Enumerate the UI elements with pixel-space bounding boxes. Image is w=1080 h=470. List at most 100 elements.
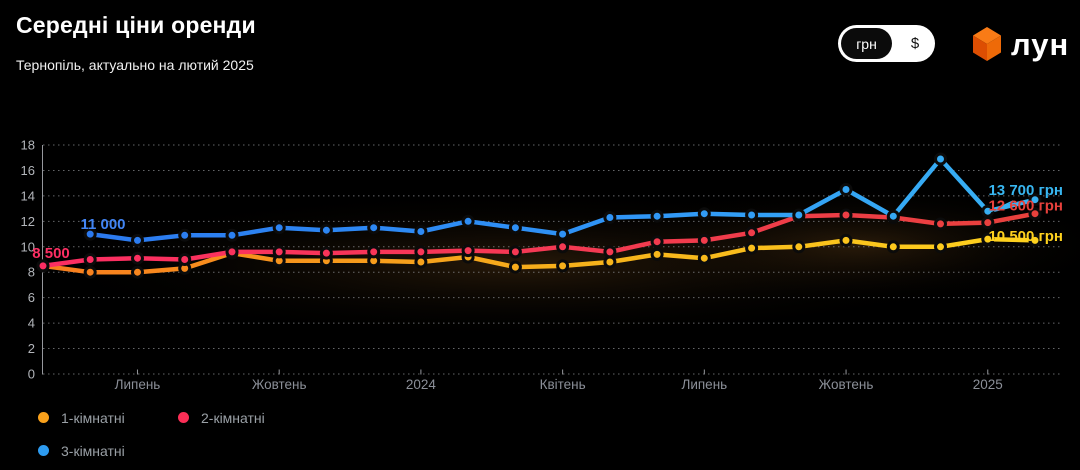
data-point-series1-11[interactable] [556,259,570,273]
y-axis-tick-label: 14 [21,188,35,203]
y-axis-tick-label: 2 [28,341,35,356]
annotation-first-blue: 11 000 [80,216,125,233]
x-axis-tick-label: Липень [115,377,161,392]
x-axis-tick-label: Квітень [540,377,586,392]
data-point-series2-4[interactable] [225,245,239,259]
chart-legend: 1-кімнатні 2-кімнатні 3-кімнатні [38,401,265,467]
y-axis-tick-label: 10 [21,239,35,254]
data-point-series1-13[interactable] [650,247,664,261]
annotation-last-yellow: 10 500 грн [988,228,1063,245]
data-point-series1-1[interactable] [83,265,97,279]
data-point-series3-9[interactable] [461,214,475,228]
data-point-series1-8[interactable] [414,255,428,269]
data-point-series2-13[interactable] [650,235,664,249]
y-axis-tick-label: 0 [28,367,35,382]
data-point-series2-7[interactable] [367,245,381,259]
legend-dot-2-room-icon [178,412,189,423]
data-point-series3-18[interactable] [886,209,900,223]
annotation-leader-line [989,200,1014,213]
data-point-series2-0[interactable] [36,259,50,273]
data-point-series2-17[interactable] [839,208,853,222]
data-point-series1-2[interactable] [131,265,144,279]
data-point-series1-15[interactable] [745,241,759,255]
data-point-series3-1[interactable] [83,227,97,241]
x-axis-tick-label: Липень [681,377,727,392]
currency-toggle[interactable]: грн $ [838,25,935,62]
data-point-series2-11[interactable] [556,240,570,254]
legend-dot-1-room-icon [38,412,49,423]
series-line-2-room [40,211,1038,269]
data-point-series3-13[interactable] [650,209,664,223]
data-point-series1-14[interactable] [697,251,711,265]
data-point-series2-15[interactable] [745,226,759,240]
annotation-last-red: 12 600 грн [988,198,1063,215]
x-axis-tick-label: 2024 [406,377,437,392]
data-point-series3-16[interactable] [792,208,806,222]
data-point-series2-9[interactable] [461,244,475,258]
data-point-series1-17[interactable] [839,233,853,247]
annotation-last-blue: 13 700 грн [988,182,1063,199]
data-point-series3-10[interactable] [508,221,522,235]
currency-option-usd[interactable]: $ [910,35,920,52]
data-point-series2-20[interactable] [981,216,995,230]
legend-label-1-room: 1-кімнатні [61,409,125,426]
legend-label-3-room: 3-кімнатні [61,442,125,459]
data-point-series1-12[interactable] [603,255,617,269]
data-point-series3-3[interactable] [178,228,192,242]
data-point-series2-19[interactable] [934,217,947,231]
data-point-series2-3[interactable] [178,253,192,266]
data-point-series2-21[interactable] [1028,207,1042,221]
data-point-series1-20[interactable] [981,232,995,246]
data-point-series1-19[interactable] [934,240,947,254]
lun-logo-text: лун [1011,26,1070,62]
data-point-series1-18[interactable] [886,240,900,254]
page-subtitle: Тернопіль, актуально на лютий 2025 [16,57,254,73]
y-axis-tick-label: 6 [28,290,35,305]
data-point-series3-5[interactable] [272,221,286,235]
data-point-series3-17[interactable] [839,183,853,196]
annotation-first-red: 8 500 [32,245,70,262]
lun-logo[interactable]: лун [972,26,1069,62]
legend-item-2-room[interactable]: 2-кімнатні [178,401,265,434]
page-title: Середні ціни оренди [16,12,256,38]
data-point-series2-12[interactable] [603,245,617,259]
data-point-series2-10[interactable] [508,245,522,259]
series-line-1-room [40,236,1038,275]
data-point-series3-14[interactable] [697,207,711,221]
data-point-series3-2[interactable] [131,233,144,247]
data-point-series3-11[interactable] [556,227,570,241]
data-point-series3-8[interactable] [414,225,428,238]
legend-dot-3-room-icon [38,445,49,456]
legend-item-1-room[interactable]: 1-кімнатні [38,401,178,434]
data-point-series1-21[interactable] [1028,233,1042,247]
lun-cube-icon [973,27,1001,61]
data-point-series3-21[interactable] [1028,193,1042,207]
data-point-series2-6[interactable] [319,246,333,260]
currency-option-uah[interactable]: грн [841,28,892,59]
data-point-series3-12[interactable] [603,211,617,224]
data-point-series2-2[interactable] [131,251,144,265]
y-axis-tick-label: 12 [21,214,35,229]
x-axis-tick-label: 2025 [973,377,1003,392]
data-point-series3-7[interactable] [367,221,381,235]
data-point-series1-16[interactable] [792,240,806,254]
data-point-series3-6[interactable] [319,223,333,237]
y-axis-tick-label: 4 [28,316,35,331]
legend-label-2-room: 2-кімнатні [201,409,265,426]
data-point-series3-4[interactable] [225,228,239,242]
x-axis-tick-label: Жовтень [252,377,307,392]
legend-item-3-room[interactable]: 3-кімнатні [38,434,178,467]
data-point-series1-10[interactable] [508,260,522,274]
data-point-series2-1[interactable] [83,253,97,266]
y-axis-tick-label: 18 [21,138,35,153]
x-axis-tick-label: Жовтень [819,377,874,392]
data-point-series3-15[interactable] [745,208,759,222]
y-axis-tick-label: 8 [28,265,35,280]
data-point-series3-19[interactable] [934,152,947,166]
y-axis-tick-label: 16 [21,163,35,178]
data-point-series2-5[interactable] [272,245,286,259]
data-point-series2-14[interactable] [697,233,711,247]
data-point-series2-8[interactable] [414,245,428,259]
